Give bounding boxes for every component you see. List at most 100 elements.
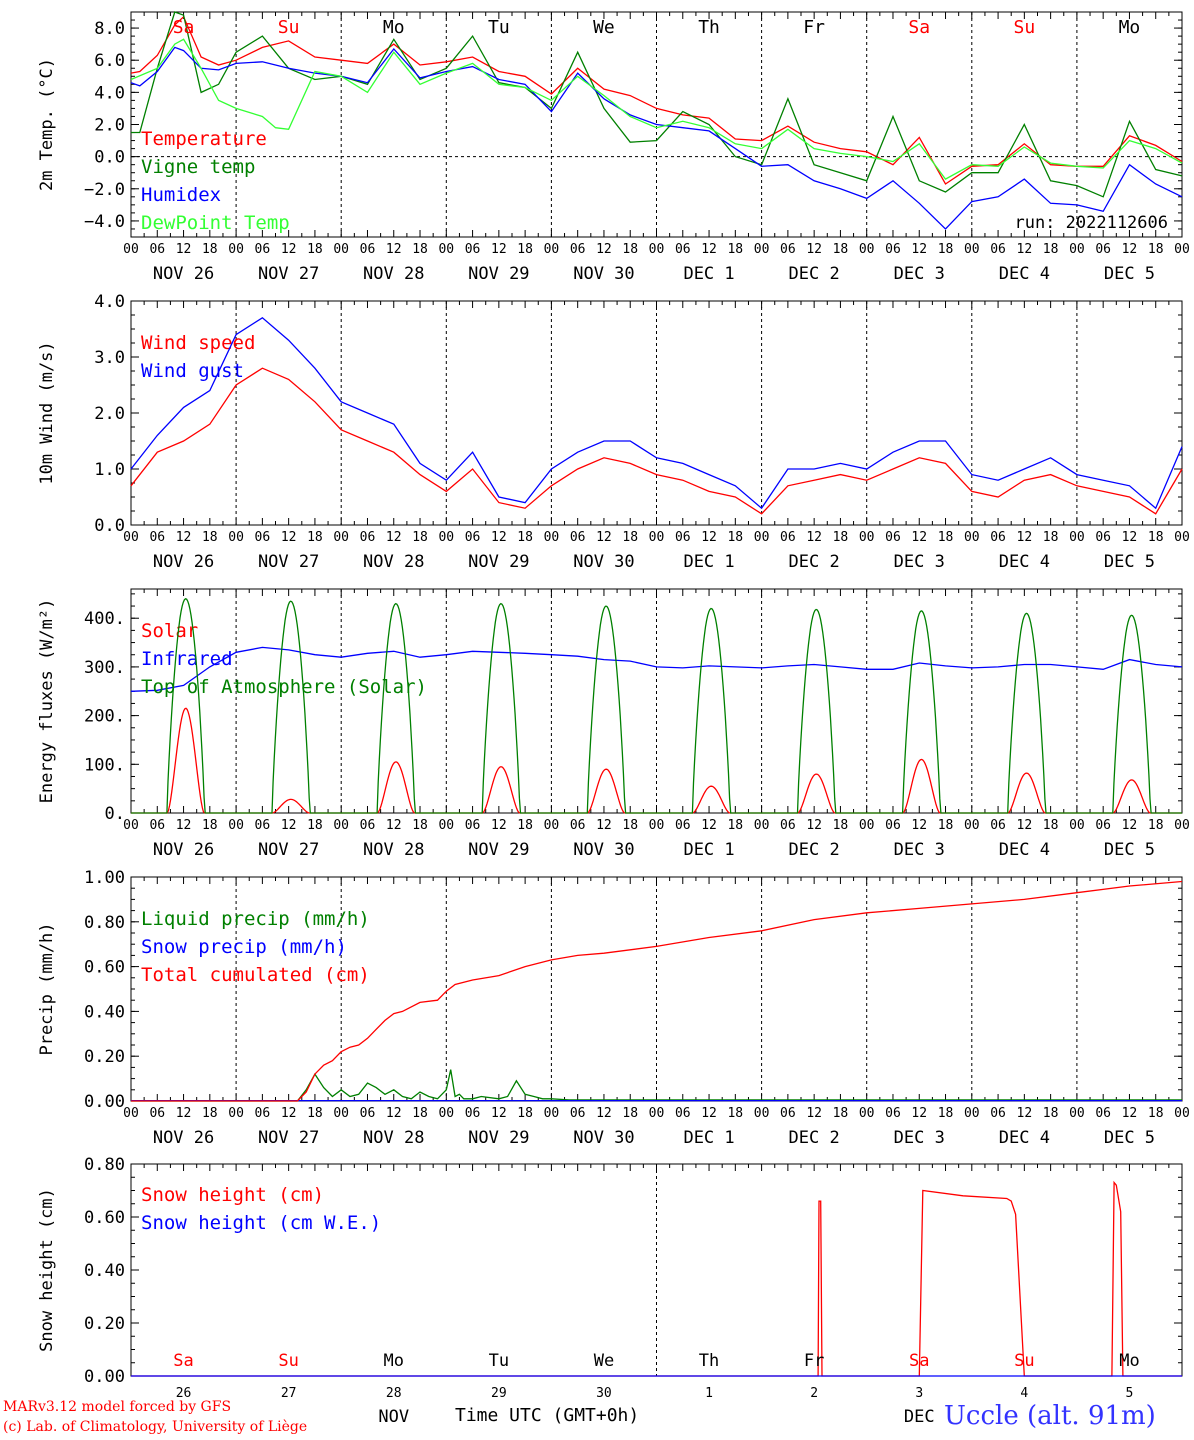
- day-number: 1: [705, 1386, 713, 1401]
- hour-tick-label: 06: [885, 530, 901, 545]
- hour-tick-label: 06: [360, 530, 376, 545]
- hour-tick-label: 06: [990, 242, 1006, 257]
- hour-tick-label: 12: [1017, 818, 1033, 833]
- weekday-label: Fr: [803, 17, 825, 38]
- legend-entry: Vigne temp: [141, 156, 255, 178]
- hour-tick-label: 00: [544, 242, 560, 257]
- chart-panel-4: 1.00 0.80 0.60 0.40 0.20 0.00 Precip (mm/h) Liq…: [37, 868, 1190, 1148]
- hour-tick-label: 18: [833, 530, 849, 545]
- hour-tick-label: 00: [1174, 1106, 1190, 1121]
- hour-tick-label: 00: [754, 818, 770, 833]
- weekday-label-bottom: Th: [699, 1351, 719, 1371]
- weekday-label: Su: [278, 17, 300, 38]
- hour-tick-label: 00: [1174, 530, 1190, 545]
- hour-tick-label: 00: [649, 530, 665, 545]
- hour-tick-label: 06: [360, 1106, 376, 1121]
- hour-tick-label: 12: [806, 1106, 822, 1121]
- hour-tick-label: 18: [938, 530, 954, 545]
- hour-tick-label: 06: [255, 818, 271, 833]
- hour-tick-label: 12: [386, 242, 402, 257]
- hour-tick-label: 00: [1069, 818, 1085, 833]
- y-tick-label: 1.00: [84, 868, 125, 888]
- day-label: DEC 2: [789, 552, 840, 572]
- series-line-top-of-atmosphere-solar-: [131, 598, 1182, 814]
- series-line-dewpoint-temp: [130, 38, 1183, 180]
- hour-tick-label: 12: [1017, 242, 1033, 257]
- weekday-label: Th: [698, 17, 720, 38]
- hour-tick-label: 06: [1095, 530, 1111, 545]
- weekday-label: Mo: [383, 17, 405, 38]
- hour-tick-label: 18: [622, 530, 638, 545]
- hour-tick-label: 12: [1122, 242, 1138, 257]
- hour-tick-label: 06: [255, 242, 271, 257]
- day-label: DEC 3: [894, 840, 945, 860]
- hour-tick-label: 00: [123, 1106, 139, 1121]
- hour-tick-label: 12: [176, 242, 192, 257]
- hour-tick-label: 12: [386, 530, 402, 545]
- hour-tick-label: 00: [649, 242, 665, 257]
- y-axis-label: 2m Temp. (°C): [37, 58, 57, 191]
- hour-tick-label: 06: [465, 530, 481, 545]
- hour-tick-label: 06: [990, 530, 1006, 545]
- weekday-label: Su: [1014, 17, 1036, 38]
- hour-tick-label: 12: [911, 530, 927, 545]
- day-number: 30: [596, 1386, 612, 1401]
- day-number: 4: [1020, 1386, 1028, 1401]
- hour-tick-label: 12: [281, 1106, 297, 1121]
- weekday-label: Tu: [488, 17, 510, 38]
- hour-tick-label: 12: [176, 530, 192, 545]
- hour-tick-label: 06: [990, 1106, 1006, 1121]
- day-label: DEC 1: [683, 1128, 734, 1148]
- hour-tick-label: 18: [833, 818, 849, 833]
- hour-tick-label: 18: [412, 242, 428, 257]
- plot-frame: [130, 300, 1183, 526]
- hour-tick-label: 12: [281, 242, 297, 257]
- y-tick-label: 8.0: [94, 19, 125, 39]
- hour-tick-label: 12: [176, 1106, 192, 1121]
- day-label: DEC 1: [683, 840, 734, 860]
- day-label: NOV 28: [363, 1128, 424, 1148]
- hour-tick-label: 06: [1095, 242, 1111, 257]
- day-label: DEC 4: [999, 552, 1050, 572]
- hour-tick-label: 18: [517, 242, 533, 257]
- hour-tick-label: 18: [833, 1106, 849, 1121]
- weekday-label-bottom: Mo: [1119, 1351, 1139, 1371]
- hour-tick-label: 06: [465, 242, 481, 257]
- series-line-wind-speed: [130, 367, 1183, 515]
- hour-tick-label: 18: [833, 242, 849, 257]
- day-label: DEC 5: [1104, 552, 1155, 572]
- y-tick-label: 0.20: [84, 1047, 125, 1067]
- series-line-total-cumulated-cm-: [131, 880, 1183, 1102]
- day-number: 29: [491, 1386, 507, 1401]
- hour-tick-label: 00: [123, 818, 139, 833]
- hour-tick-label: 18: [307, 818, 323, 833]
- hour-tick-label: 06: [149, 530, 165, 545]
- hour-tick-label: 12: [491, 1106, 507, 1121]
- y-tick-label: 0.40: [84, 1261, 125, 1281]
- y-tick-label: 0.80: [84, 913, 125, 933]
- y-tick-label: 0.00: [84, 1092, 125, 1112]
- series-line-snow-height-cm-: [131, 1180, 1182, 1377]
- legend-entry: DewPoint Temp: [141, 212, 290, 234]
- series-line-liquid-precip-mm-h-: [131, 1069, 1182, 1102]
- hour-tick-label: 06: [885, 242, 901, 257]
- day-label: NOV 28: [363, 840, 424, 860]
- hour-tick-label: 12: [596, 242, 612, 257]
- hour-tick-label: 12: [1122, 530, 1138, 545]
- hour-tick-label: 06: [675, 818, 691, 833]
- y-tick-label: −4.0: [84, 212, 125, 232]
- day-label: DEC 3: [894, 264, 945, 284]
- hour-tick-label: 00: [438, 1106, 454, 1121]
- hour-tick-label: 18: [727, 242, 743, 257]
- weekday-label-bottom: Sa: [909, 1351, 929, 1371]
- time-axis-label: Time UTC (GMT+0h): [455, 1405, 640, 1426]
- legend-entry: Snow precip (mm/h): [141, 936, 347, 958]
- hour-tick-label: 06: [780, 818, 796, 833]
- legend-entry: Snow height (cm): [141, 1184, 324, 1206]
- weekday-label: Sa: [908, 17, 930, 38]
- hour-tick-label: 18: [938, 818, 954, 833]
- hour-tick-label: 18: [307, 242, 323, 257]
- y-axis-label: Precip (mm/h): [37, 922, 57, 1055]
- hour-tick-label: 12: [701, 1106, 717, 1121]
